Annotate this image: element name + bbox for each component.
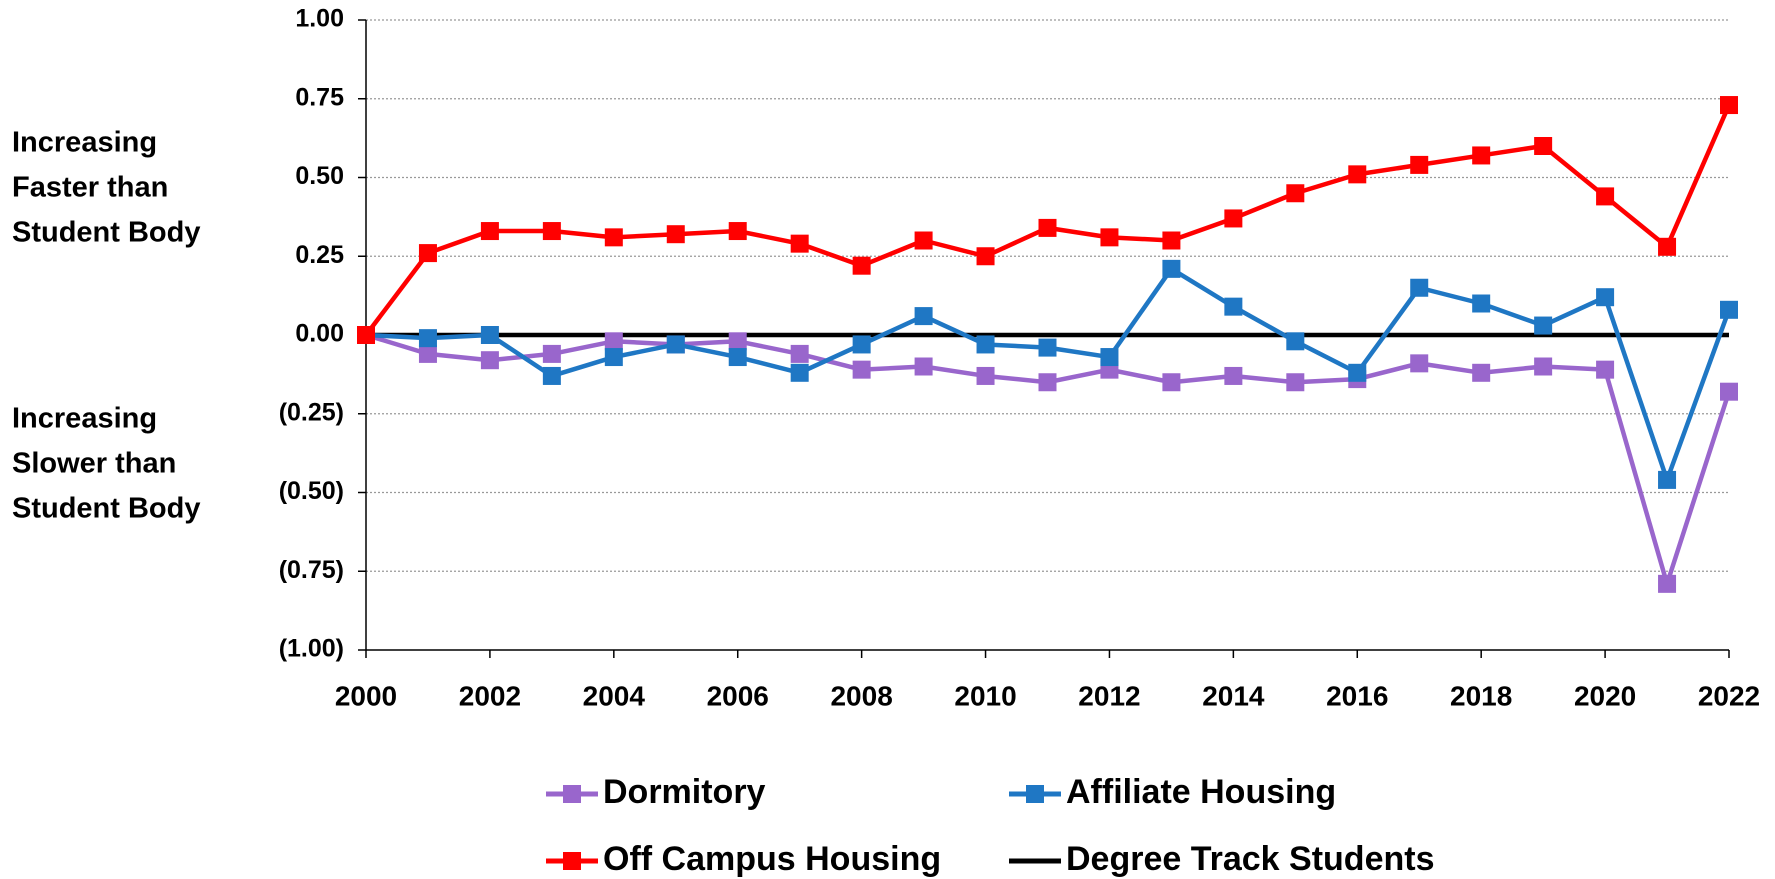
legend-label: Affiliate Housing xyxy=(1066,773,1336,811)
marker xyxy=(1224,209,1243,228)
marker xyxy=(1348,165,1367,184)
x-tick-label: 2002 xyxy=(459,680,521,711)
marker xyxy=(480,351,499,370)
marker xyxy=(790,363,809,382)
x-tick-label: 2008 xyxy=(830,680,892,711)
marker xyxy=(418,244,437,263)
legend-label: Degree Track Students xyxy=(1066,840,1434,878)
marker xyxy=(914,231,933,250)
x-tick-label: 2020 xyxy=(1574,680,1636,711)
marker xyxy=(1472,294,1491,313)
marker xyxy=(728,332,747,351)
marker xyxy=(914,357,933,376)
marker xyxy=(604,348,623,367)
marker xyxy=(1286,373,1305,392)
y-tick-label: 1.00 xyxy=(295,5,344,33)
annotation: Faster than xyxy=(12,172,168,204)
annotation: Increasing xyxy=(12,127,157,159)
annotation: Student Body xyxy=(12,217,201,249)
marker xyxy=(1658,574,1677,593)
marker xyxy=(1720,300,1738,319)
marker xyxy=(1038,338,1057,357)
y-tick-label: (0.25) xyxy=(279,398,344,426)
annotation: Increasing xyxy=(12,403,157,435)
y-tick-label: 0.25 xyxy=(295,241,344,269)
marker xyxy=(1162,259,1181,278)
marker xyxy=(1224,366,1243,385)
marker xyxy=(1348,363,1367,382)
marker xyxy=(418,329,437,348)
y-tick-label: 0.75 xyxy=(295,83,344,111)
marker xyxy=(1286,184,1305,203)
y-tick-label: (1.00) xyxy=(279,635,344,663)
marker xyxy=(1534,357,1553,376)
x-tick-label: 2016 xyxy=(1326,680,1388,711)
marker xyxy=(418,344,437,363)
x-tick-label: 2010 xyxy=(954,680,1016,711)
legend-label: Off Campus Housing xyxy=(603,840,941,878)
legend-marker xyxy=(1026,785,1044,803)
marker xyxy=(914,307,933,326)
marker xyxy=(852,360,871,379)
marker xyxy=(976,366,995,385)
marker xyxy=(480,326,499,344)
marker xyxy=(1286,332,1305,351)
marker xyxy=(480,222,499,241)
y-tick-label: (0.75) xyxy=(279,556,344,584)
marker xyxy=(542,344,561,363)
marker xyxy=(542,366,561,385)
marker xyxy=(852,256,871,275)
marker xyxy=(976,247,995,266)
x-tick-label: 2012 xyxy=(1078,680,1140,711)
marker xyxy=(1658,237,1677,256)
legend-label: Dormitory xyxy=(603,773,766,811)
marker xyxy=(1410,354,1429,373)
y-tick-label: 0.50 xyxy=(295,162,344,190)
marker xyxy=(1038,373,1057,392)
marker xyxy=(1100,228,1119,247)
marker xyxy=(728,348,747,367)
x-tick-label: 2000 xyxy=(335,680,397,711)
marker xyxy=(1162,373,1181,392)
marker xyxy=(1038,218,1057,237)
marker xyxy=(1472,146,1491,165)
marker xyxy=(666,225,685,244)
x-tick-label: 2022 xyxy=(1698,680,1760,711)
marker xyxy=(1534,316,1553,335)
x-tick-label: 2006 xyxy=(707,680,769,711)
legend-marker xyxy=(563,785,581,803)
x-tick-label: 2018 xyxy=(1450,680,1512,711)
marker xyxy=(728,222,747,241)
marker xyxy=(976,335,995,354)
marker xyxy=(1410,278,1429,297)
marker xyxy=(1720,96,1738,115)
marker xyxy=(790,234,809,253)
marker xyxy=(1410,155,1429,174)
marker xyxy=(1472,363,1491,382)
marker xyxy=(1100,348,1119,367)
x-tick-label: 2014 xyxy=(1202,680,1265,711)
marker xyxy=(1658,470,1677,489)
marker xyxy=(1596,288,1615,307)
marker xyxy=(1720,382,1738,401)
marker xyxy=(1162,231,1181,250)
x-tick-label: 2004 xyxy=(583,680,646,711)
annotation: Slower than xyxy=(12,448,176,480)
marker xyxy=(790,344,809,363)
marker xyxy=(1534,137,1553,155)
y-tick-label: 0.00 xyxy=(295,320,344,348)
marker xyxy=(604,228,623,247)
marker xyxy=(666,335,685,354)
y-tick-label: (0.50) xyxy=(279,477,344,505)
marker xyxy=(604,332,623,351)
annotation: Student Body xyxy=(12,493,201,525)
marker xyxy=(1224,297,1243,316)
marker xyxy=(357,326,375,344)
marker xyxy=(1596,187,1615,206)
legend-marker xyxy=(563,852,581,870)
marker xyxy=(852,335,871,354)
marker xyxy=(1596,360,1615,379)
marker xyxy=(542,222,561,241)
